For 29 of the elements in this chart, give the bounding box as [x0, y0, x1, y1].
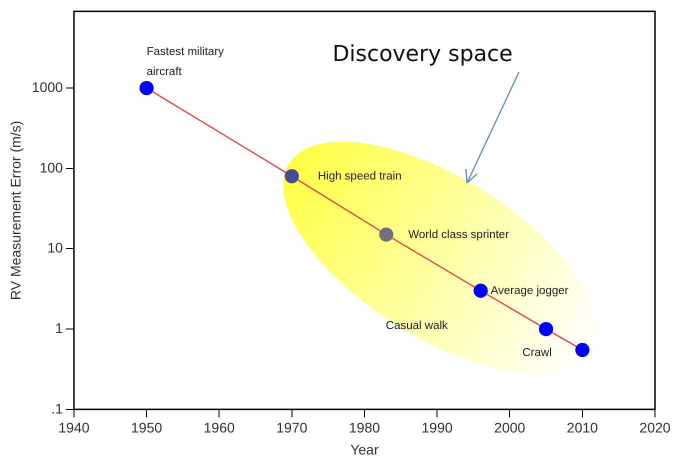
- x-tick-label: 2020: [639, 420, 671, 436]
- x-tick-label: 1950: [131, 420, 162, 436]
- annotation: Average jogger: [490, 284, 569, 297]
- annotation: Crawl: [522, 347, 552, 360]
- x-tick-label: 1970: [276, 420, 308, 436]
- point: [474, 284, 488, 298]
- x-axis-title: Year: [350, 441, 379, 458]
- y-tick-label: .1: [51, 400, 64, 416]
- point: [284, 169, 299, 184]
- point: [538, 322, 554, 336]
- annotation: High speed train: [318, 170, 402, 182]
- x-tick-label: 1980: [348, 420, 380, 436]
- x-tick-label: 2000: [494, 420, 526, 436]
- y-tick-label: 1000: [32, 78, 64, 95]
- y-axis-title: RV Measurement Error (m/s): [7, 120, 24, 300]
- y-tick-label: 100: [40, 159, 64, 176]
- point: [139, 80, 154, 96]
- point: [575, 342, 590, 358]
- annotation: Fastest military aircraft: [146, 46, 224, 78]
- point: [379, 227, 394, 242]
- annotation: World class sprinter: [408, 228, 510, 241]
- x-tick-label: 1990: [422, 420, 453, 436]
- y-tick-label: 1: [55, 320, 64, 336]
- y-tick-label: 10: [47, 240, 64, 256]
- annotation: Casual walk: [386, 320, 448, 332]
- x-tick-label: 1940: [58, 420, 90, 436]
- x-tick-label: 2010: [566, 420, 598, 436]
- x-tick-label: 1960: [204, 420, 235, 436]
- annotation: Discovery space: [332, 42, 513, 67]
